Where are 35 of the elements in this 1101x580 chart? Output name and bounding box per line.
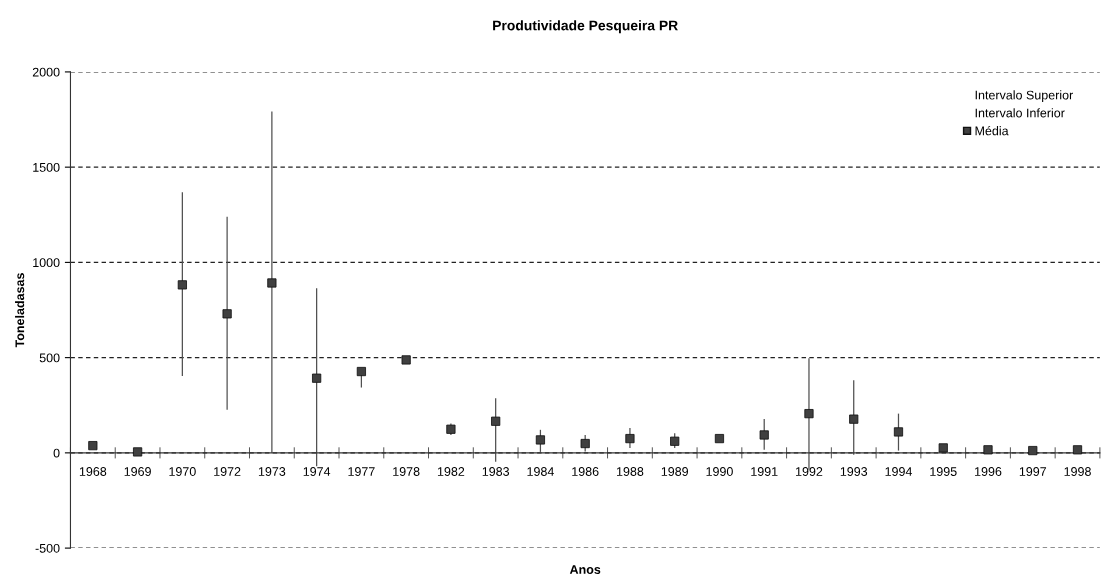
x-tick-label: 1983: [482, 467, 510, 476]
x-tick-label: 1991: [751, 467, 778, 476]
x-tick-label: 1998: [1064, 467, 1091, 476]
x-tick-label: 1995: [930, 467, 957, 476]
x-tick-label: 1977: [348, 467, 375, 476]
y-tick-label: 1000: [33, 258, 60, 268]
x-tick-label: 1974: [303, 467, 331, 476]
x-tick-label: 1988: [616, 467, 644, 476]
legend-label: Média: [975, 125, 1009, 136]
y-tick-label: 1500: [33, 162, 60, 172]
x-tick-label: 1994: [885, 467, 913, 476]
y-tick-label: 500: [39, 353, 60, 363]
x-tick-label: 1970: [169, 467, 196, 476]
chart-title: Produtividade Pesqueira PR: [493, 20, 678, 34]
x-tick-label: 1996: [975, 467, 1002, 476]
x-tick-label: 1969: [124, 467, 151, 476]
y-tick-label: 2000: [32, 67, 60, 77]
x-tick-label: 1978: [393, 467, 420, 476]
x-tick-label: 1986: [572, 467, 599, 476]
x-tick-label: 1984: [527, 467, 554, 476]
x-tick-label: 1989: [661, 467, 689, 476]
y-axis-title: Toneladasas: [15, 273, 25, 348]
x-tick-label: 1992: [796, 467, 823, 476]
x-tick-label: 1993: [840, 467, 868, 476]
x-tick-label: 1973: [258, 467, 286, 476]
x-tick-label: 1982: [437, 467, 465, 476]
x-tick-label: 1990: [706, 467, 733, 476]
x-tick-label: 1997: [1019, 467, 1047, 476]
y-tick-label: 0: [53, 448, 60, 458]
y-tick-label: -500: [35, 543, 60, 553]
x-axis-title: Anos: [569, 565, 601, 574]
x-tick-label: 1968: [79, 467, 107, 476]
annotation: Intervalo Inferior: [975, 108, 1065, 118]
annotation: Intervalo Superior: [975, 90, 1074, 102]
x-tick-label: 1972: [214, 467, 241, 476]
